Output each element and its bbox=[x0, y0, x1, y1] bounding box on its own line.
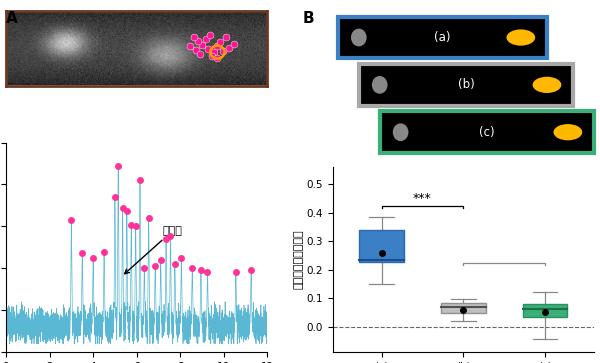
Point bbox=[185, 44, 195, 49]
Bar bbox=[523, 304, 568, 317]
Bar bbox=[359, 230, 404, 262]
Point bbox=[218, 48, 228, 54]
Text: (a): (a) bbox=[434, 31, 451, 44]
Circle shape bbox=[506, 29, 535, 46]
Point bbox=[221, 34, 230, 40]
Point bbox=[201, 36, 211, 42]
FancyBboxPatch shape bbox=[338, 17, 547, 58]
FancyBboxPatch shape bbox=[380, 111, 594, 153]
Text: A: A bbox=[6, 11, 18, 26]
Point bbox=[212, 44, 222, 49]
Circle shape bbox=[533, 77, 562, 93]
Point bbox=[206, 32, 215, 38]
Text: (b): (b) bbox=[458, 78, 475, 91]
Point bbox=[197, 42, 207, 48]
Point bbox=[191, 47, 201, 53]
Ellipse shape bbox=[372, 76, 388, 94]
Text: 分泌物: 分泌物 bbox=[125, 225, 182, 274]
Bar bbox=[441, 303, 486, 313]
Text: ***: *** bbox=[413, 192, 432, 205]
Y-axis label: 規格化された光子数: 規格化された光子数 bbox=[293, 230, 304, 289]
FancyBboxPatch shape bbox=[359, 64, 573, 106]
Ellipse shape bbox=[351, 29, 367, 46]
Circle shape bbox=[553, 124, 582, 140]
Text: B: B bbox=[303, 11, 314, 26]
Point bbox=[209, 49, 218, 55]
Point bbox=[207, 53, 217, 59]
Point bbox=[229, 41, 239, 46]
Point bbox=[203, 46, 213, 52]
Text: (c): (c) bbox=[479, 126, 494, 139]
Point bbox=[189, 34, 199, 40]
Point bbox=[212, 55, 222, 61]
Point bbox=[195, 51, 205, 57]
Point bbox=[194, 38, 203, 44]
Point bbox=[215, 39, 224, 45]
Point bbox=[224, 45, 234, 51]
Ellipse shape bbox=[393, 123, 409, 141]
